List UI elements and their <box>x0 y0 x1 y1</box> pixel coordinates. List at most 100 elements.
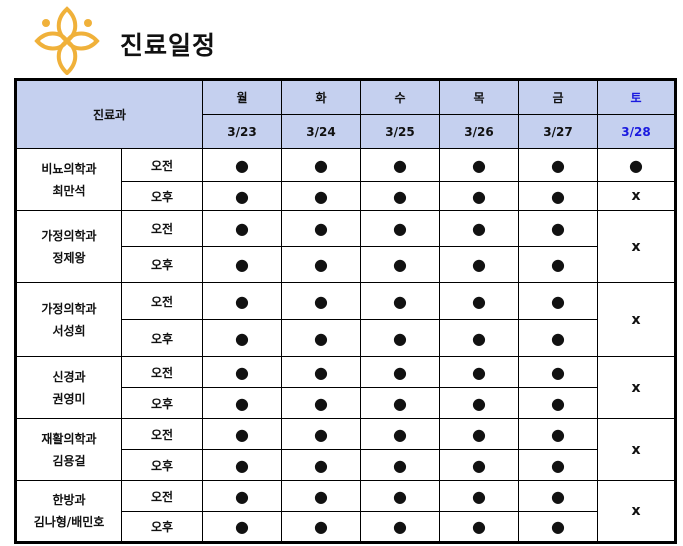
open-mark: ● <box>202 387 282 419</box>
doctor-name: 권영미 <box>52 391 86 406</box>
session-label: 오후 <box>121 449 203 481</box>
open-mark: ● <box>281 319 361 357</box>
saturday-closed-mark: x <box>597 356 676 419</box>
open-mark: ● <box>202 319 282 357</box>
open-mark: ● <box>360 356 440 388</box>
table-row: 가정의학과 서성희 오전 ● ● ● ● ● x <box>15 282 676 357</box>
session-label: 오전 <box>121 356 203 388</box>
date-header: 3/26 <box>439 114 519 149</box>
open-mark: ● <box>439 181 519 211</box>
open-mark: ● <box>281 449 361 481</box>
table-row: 한방과 김나형/배민호 오전 ● ● ● ● ● x <box>15 480 676 543</box>
open-mark: ● <box>281 356 361 388</box>
dept-name: 가정의학과 <box>41 228 97 243</box>
open-mark: ● <box>518 246 598 283</box>
open-mark: ● <box>281 282 361 320</box>
open-mark: ● <box>360 511 440 543</box>
table-row: 재활의학과 김용걸 오전 ● ● ● ● ● x <box>15 418 676 481</box>
doctor-name: 정제왕 <box>52 250 86 265</box>
open-mark: ● <box>202 418 282 450</box>
date-header: 3/24 <box>281 114 361 149</box>
open-mark: ● <box>202 246 282 283</box>
session-label: 오전 <box>121 418 203 450</box>
open-mark: ● <box>360 449 440 481</box>
schedule-table: 진료과 월 화 수 목 금 토 3/23 3/24 3/25 3/26 3/27… <box>14 78 677 544</box>
date-header: 3/23 <box>202 114 282 149</box>
open-mark: ● <box>360 148 440 182</box>
doctor-name: 김나형/배민호 <box>33 515 105 529</box>
dept-name: 재활의학과 <box>41 431 97 446</box>
saturday-closed-mark: x <box>597 418 676 481</box>
open-mark: ● <box>439 282 519 320</box>
dept-cell: 비뇨의학과 최만석 <box>15 148 122 211</box>
open-mark: ● <box>202 282 282 320</box>
session-label: 오후 <box>121 181 203 211</box>
open-mark: ● <box>360 282 440 320</box>
session-label: 오후 <box>121 511 203 543</box>
session-label: 오후 <box>121 246 203 283</box>
open-mark: ● <box>439 387 519 419</box>
date-header: 3/27 <box>518 114 598 149</box>
session-label: 오전 <box>121 148 203 182</box>
open-mark: ● <box>281 148 361 182</box>
open-mark: ● <box>281 511 361 543</box>
day-header: 월 <box>202 79 282 115</box>
open-mark: ● <box>360 480 440 512</box>
dept-cell: 가정의학과 서성희 <box>15 282 122 357</box>
dept-name: 가정의학과 <box>41 301 97 316</box>
open-mark: ● <box>202 148 282 182</box>
open-mark: ● <box>439 480 519 512</box>
saturday-closed-mark: x <box>597 282 676 357</box>
open-mark: ● <box>439 246 519 283</box>
open-mark: ● <box>518 418 598 450</box>
open-mark: ● <box>439 210 519 247</box>
open-mark: ● <box>439 148 519 182</box>
open-mark: ● <box>518 356 598 388</box>
open-mark: ● <box>518 449 598 481</box>
dept-name: 신경과 <box>52 369 86 384</box>
open-mark: ● <box>202 181 282 211</box>
open-mark: ● <box>518 282 598 320</box>
open-mark: ● <box>202 511 282 543</box>
page-title: 진료일정 <box>120 31 217 60</box>
dept-name: 한방과 <box>52 493 86 507</box>
open-mark: ● <box>202 449 282 481</box>
saturday-closed-mark: x <box>597 210 676 283</box>
open-mark: ● <box>518 148 598 182</box>
open-mark: ● <box>281 210 361 247</box>
open-mark: ● <box>518 511 598 543</box>
day-header: 목 <box>439 79 519 115</box>
open-mark: ● <box>202 210 282 247</box>
open-mark: ● <box>281 246 361 283</box>
date-header: 3/25 <box>360 114 440 149</box>
doctor-name: 최만석 <box>52 183 86 198</box>
open-mark: ● <box>360 319 440 357</box>
table-row: 가정의학과 정제왕 오전 ● ● ● ● ● x <box>15 210 676 283</box>
open-mark: ● <box>518 319 598 357</box>
table-row: 오후 ● ● ● ● ● <box>16 511 676 543</box>
open-mark: ● <box>360 210 440 247</box>
saturday-closed-mark: x <box>597 480 676 543</box>
table-row: 오후 ● ● ● ● ● x <box>16 181 676 211</box>
session-label: 오전 <box>121 282 203 320</box>
table-row: 오후 ● ● ● ● ● <box>16 246 676 283</box>
open-mark: ● <box>360 387 440 419</box>
open-mark: ● <box>439 356 519 388</box>
logo-icon <box>34 6 100 75</box>
session-label: 오전 <box>121 210 203 247</box>
open-mark: ● <box>439 418 519 450</box>
day-header: 수 <box>360 79 440 115</box>
day-header: 금 <box>518 79 598 115</box>
saturday-mark: ● <box>597 148 676 182</box>
dept-header: 진료과 <box>15 79 203 149</box>
table-row: 신경과 권영미 오전 ● ● ● ● ● x <box>15 356 676 419</box>
open-mark: ● <box>439 449 519 481</box>
session-label: 오후 <box>121 387 203 419</box>
doctor-name: 김용걸 <box>52 453 86 468</box>
open-mark: ● <box>439 511 519 543</box>
day-header: 화 <box>281 79 361 115</box>
